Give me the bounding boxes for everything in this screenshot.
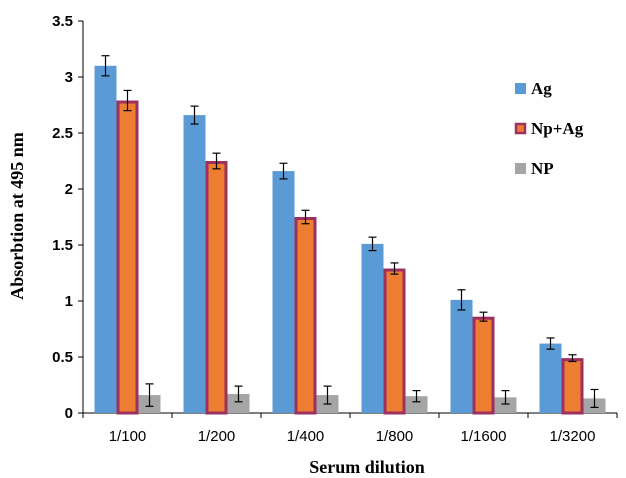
x-tick-label: 1/200 [198, 428, 236, 445]
y-tick-label: 1 [65, 293, 73, 310]
y-tick-label: 2.5 [52, 125, 73, 142]
bar-ag-1-800 [361, 243, 384, 413]
legend-swatch-np-ag [514, 122, 527, 135]
bar-np-ag-1-800 [383, 268, 406, 415]
x-tick-label: 1/3200 [550, 428, 596, 445]
bar-np-ag-1-3200 [561, 358, 584, 415]
y-tick-label: 2 [65, 181, 73, 198]
bar-np-ag-1-400 [294, 217, 317, 415]
error-bars-group [101, 55, 599, 408]
bar-np-1-800 [405, 396, 428, 413]
legend: Ag Np+Ag NP [514, 79, 584, 178]
legend-swatch-ag [515, 83, 526, 94]
y-tick-label: 3 [65, 69, 73, 86]
bar-ag-1-3200 [539, 343, 562, 413]
legend-label: NP [531, 159, 554, 178]
x-tick-label: 1/800 [376, 428, 414, 445]
x-tick-label: 1/1600 [461, 428, 507, 445]
legend-label: Np+Ag [531, 119, 584, 138]
bars-group [94, 65, 606, 415]
bar-np-ag-1-100 [116, 100, 139, 415]
y-axis-ticks: 0 0.5 1 1.5 2 2.5 3 3.5 [52, 13, 83, 422]
y-tick-label: 0 [65, 405, 73, 422]
bar-ag-1-100 [94, 65, 117, 414]
x-tick-label: 1/400 [287, 428, 325, 445]
bar-np-1-1600 [494, 397, 517, 413]
bar-ag-1-1600 [450, 299, 473, 413]
bar-ag-1-400 [272, 171, 295, 413]
bar-np-ag-1-200 [205, 161, 228, 415]
legend-label: Ag [531, 79, 552, 98]
bar-ag-1-200 [183, 115, 206, 413]
x-axis-ticks: 1/100 1/200 1/400 1/800 1/1600 1/3200 [82, 413, 618, 445]
bar-np-1-200 [227, 393, 250, 413]
legend-swatch-np [515, 163, 526, 174]
y-tick-label: 0.5 [52, 349, 73, 366]
x-axis-title: Serum dilution [309, 457, 425, 477]
y-axis-title: Absorbtion at 495 nm [7, 132, 27, 300]
y-tick-label: 3.5 [52, 13, 73, 30]
bar-np-ag-1-1600 [472, 316, 495, 415]
x-tick-label: 1/100 [109, 428, 147, 445]
y-tick-label: 1.5 [52, 237, 73, 254]
